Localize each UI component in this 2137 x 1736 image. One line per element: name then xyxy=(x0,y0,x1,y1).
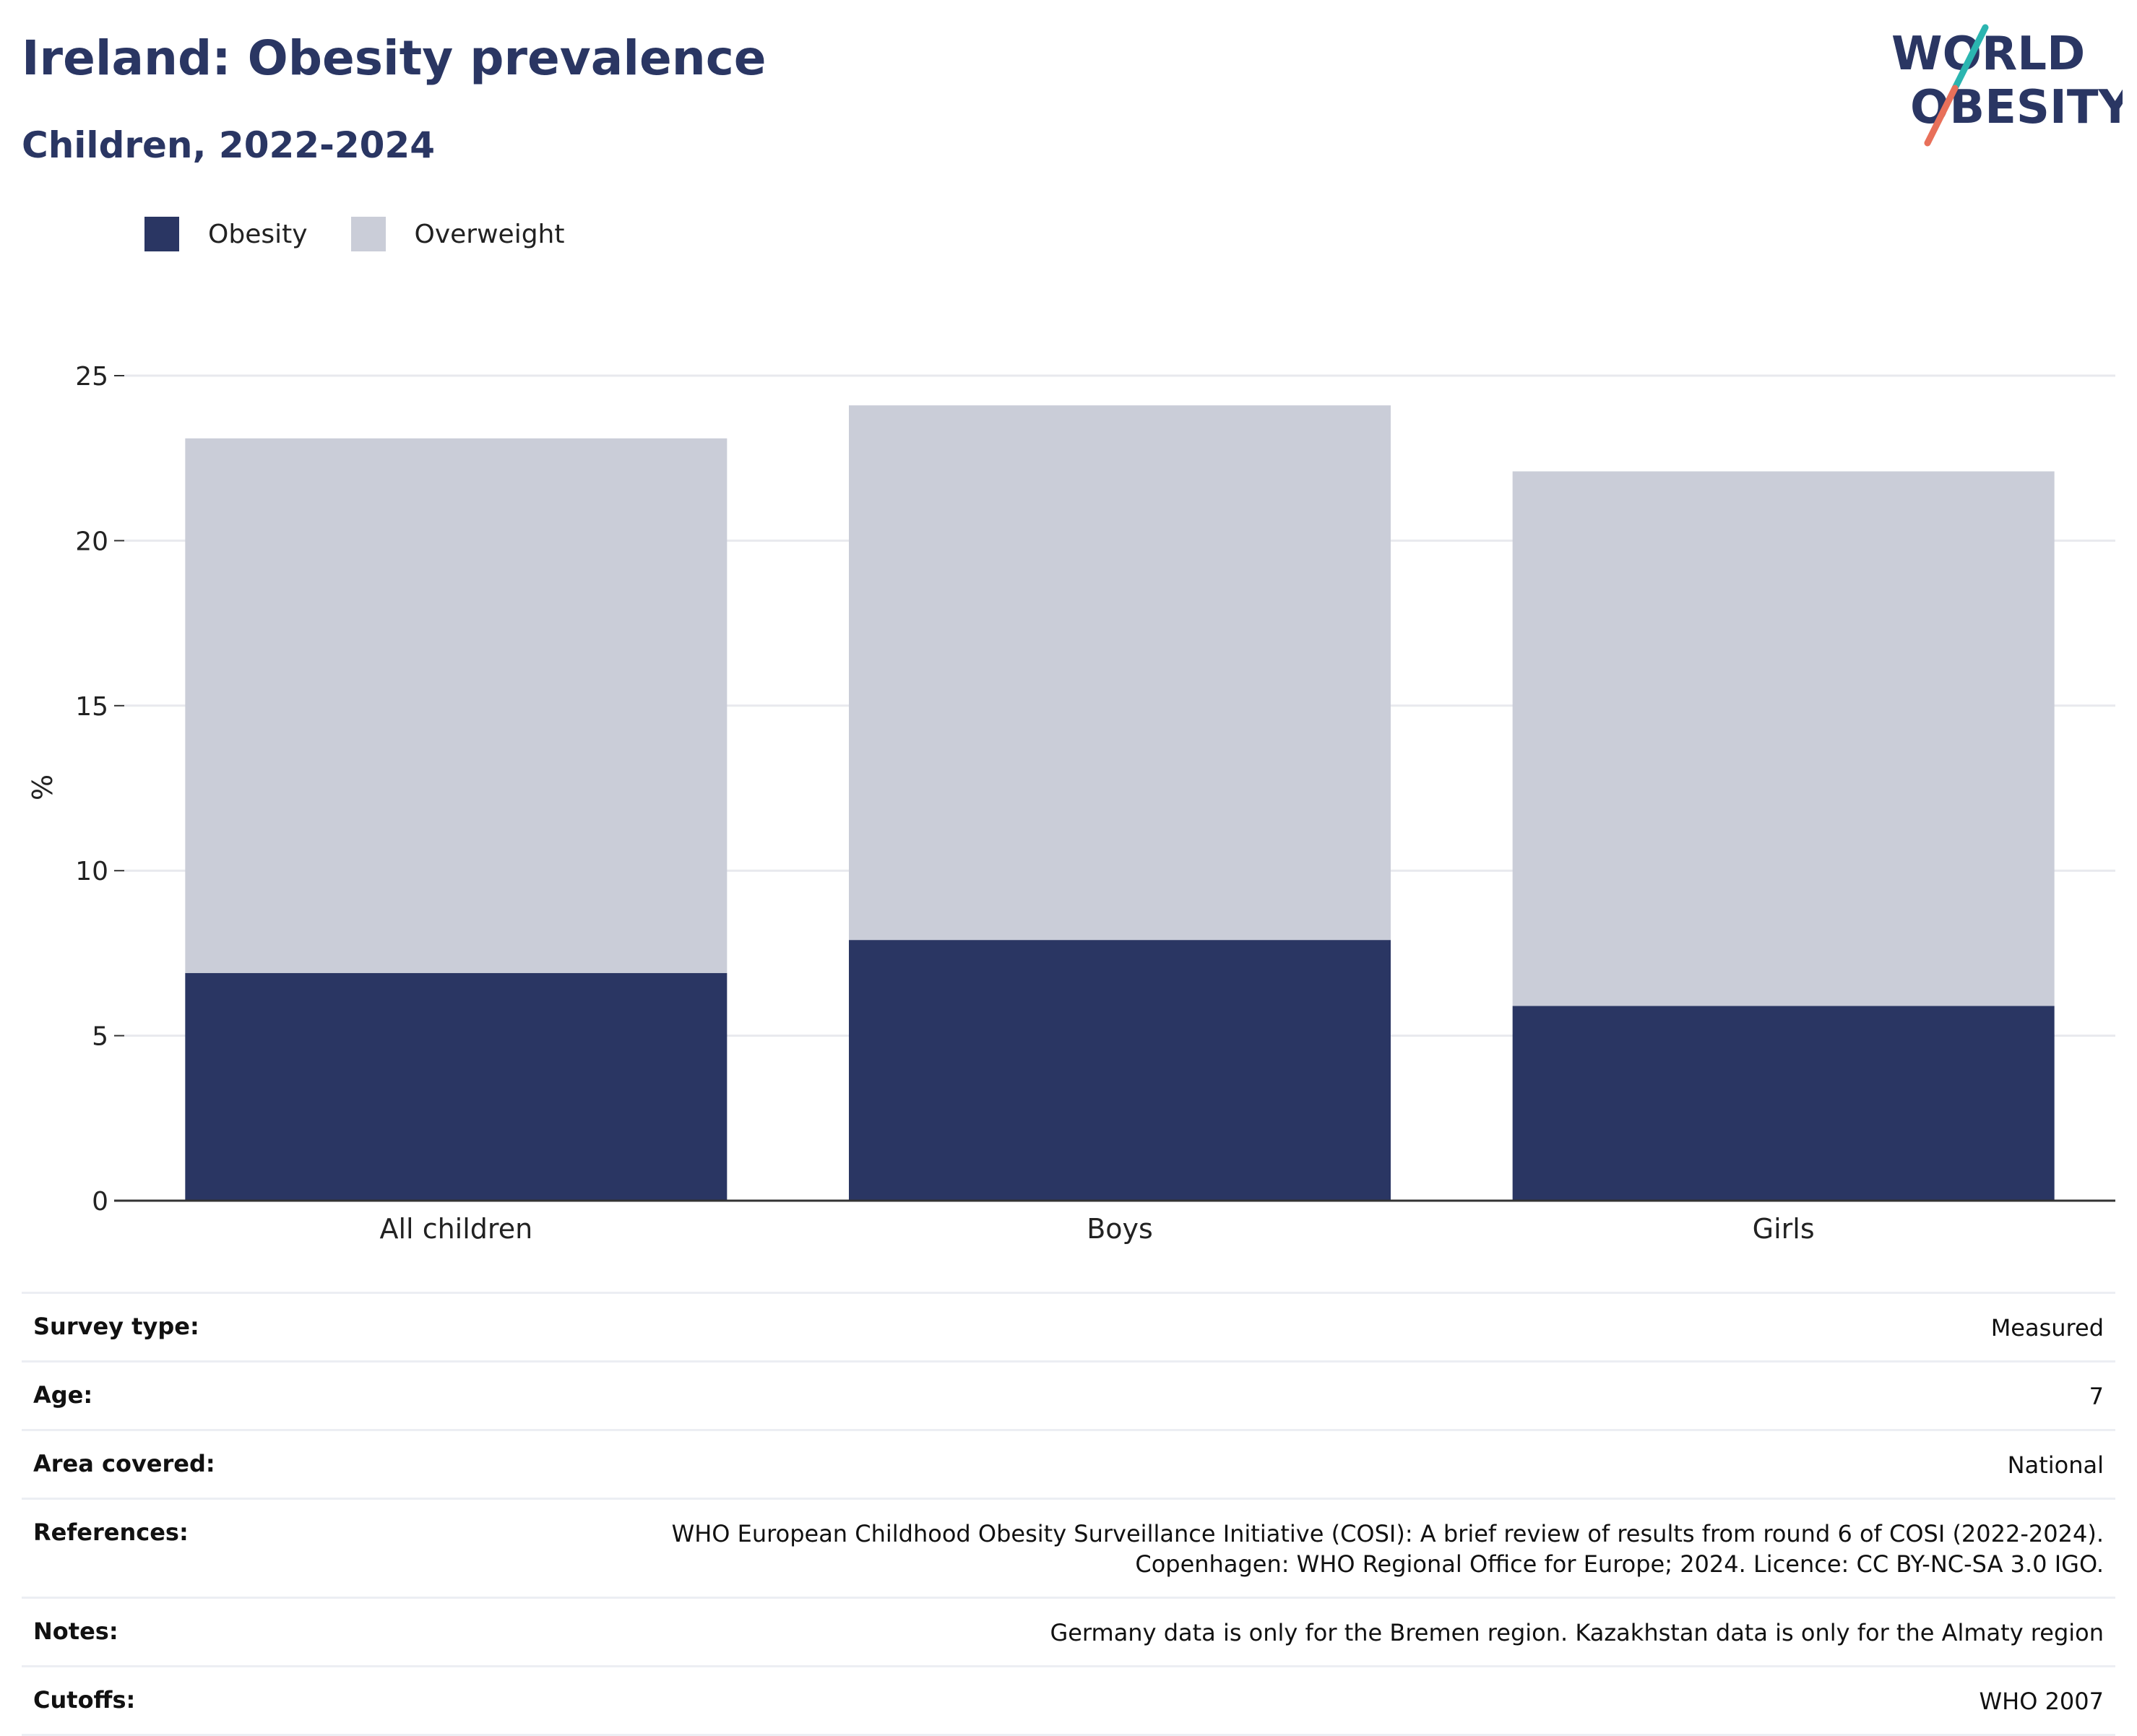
axes: 0 5 10 15 20 25 All children Boys Girls xyxy=(75,362,2115,1245)
bars xyxy=(185,405,2055,1201)
info-row: References: WHO European Childhood Obesit… xyxy=(22,1498,2115,1597)
info-value: Germany data is only for the Bremen regi… xyxy=(1050,1619,2104,1646)
bar-obesity-girls xyxy=(1512,1006,2055,1201)
info-value: WHO European Childhood Obesity Surveilla… xyxy=(671,1520,2104,1578)
info-value: 7 xyxy=(2089,1383,2104,1410)
bar-obesity-all-children xyxy=(185,972,728,1201)
x-tick-label-all-children: All children xyxy=(380,1213,533,1245)
info-label: Cutoffs: xyxy=(33,1686,136,1714)
y-tick-label-10: 10 xyxy=(75,857,108,886)
y-tick-label-20: 20 xyxy=(75,527,108,556)
legend-label-overweight: Overweight xyxy=(414,219,565,249)
y-tick-label-5: 5 xyxy=(92,1022,108,1052)
legend-swatch-overweight xyxy=(350,217,386,251)
info-label: Survey type: xyxy=(33,1313,199,1340)
legend-item-overweight[interactable]: Overweight xyxy=(350,217,565,251)
info-label: Notes: xyxy=(33,1618,118,1645)
y-tick-label-15: 15 xyxy=(75,692,108,722)
info-label: Age: xyxy=(33,1381,93,1409)
info-row: Notes: Germany data is only for the Breme… xyxy=(22,1597,2115,1665)
chart-subtitle: Children, 2022-2024 xyxy=(22,124,435,166)
y-tick-label-25: 25 xyxy=(75,362,108,392)
info-row: Age: 7 xyxy=(22,1360,2115,1429)
bar-overweight-boys xyxy=(849,405,1391,941)
info-label: References: xyxy=(33,1519,189,1546)
info-value: Measured xyxy=(1990,1314,2104,1342)
legend-label-obesity: Obesity xyxy=(208,219,308,249)
info-row: Area covered: National xyxy=(22,1429,2115,1498)
bar-overweight-all-children xyxy=(185,438,728,973)
info-row: Survey type: Measured xyxy=(22,1292,2115,1360)
legend-swatch-obesity xyxy=(144,217,179,251)
world-obesity-logo: WORLD OBESITY xyxy=(1891,24,2123,147)
info-table: Survey type: Measured Age: 7 Area covered: Na… xyxy=(22,1292,2115,1736)
x-tick-label-girls: Girls xyxy=(1753,1213,1815,1245)
info-value: National xyxy=(2007,1451,2104,1479)
info-row: Cutoffs: WHO 2007 xyxy=(22,1665,2115,1736)
x-tick-label-boys: Boys xyxy=(1087,1213,1153,1245)
chart-legend: Obesity Overweight xyxy=(144,214,608,254)
y-tick-label-0: 0 xyxy=(92,1187,108,1217)
bar-obesity-boys xyxy=(849,940,1391,1201)
stacked-bar-chart: 0 5 10 15 20 25 All children Boys Girls % xyxy=(27,362,2115,1245)
bar-overweight-girls xyxy=(1512,471,2055,1006)
chart-title: Ireland: Obesity prevalence xyxy=(22,30,767,86)
svg-text:WORLD: WORLD xyxy=(1891,27,2085,81)
legend-item-obesity[interactable]: Obesity xyxy=(144,217,308,251)
info-value: WHO 2007 xyxy=(1979,1688,2104,1715)
y-axis-label: % xyxy=(27,774,59,800)
info-label: Area covered: xyxy=(33,1450,215,1477)
